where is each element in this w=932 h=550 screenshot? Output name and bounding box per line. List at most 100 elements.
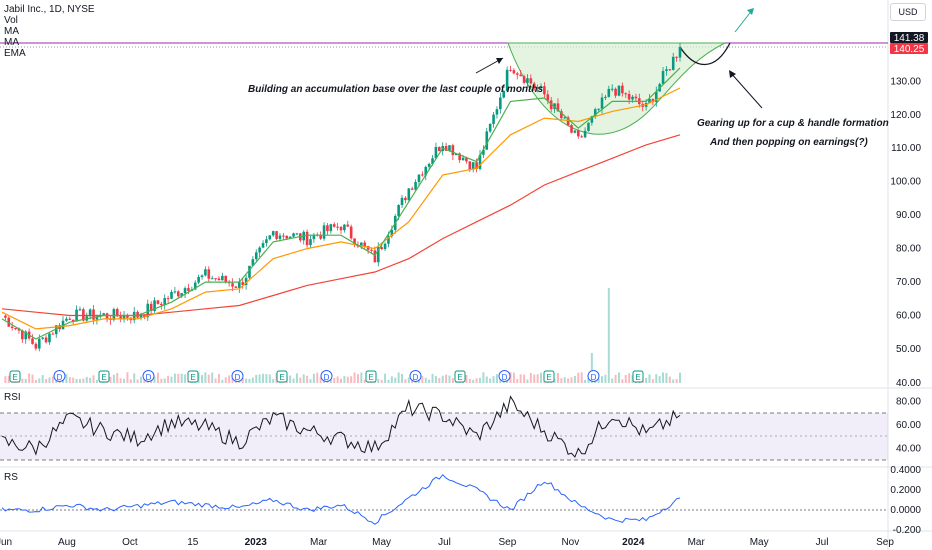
candle-body xyxy=(139,315,143,318)
candle-body xyxy=(532,83,536,88)
volume-bar xyxy=(251,377,254,383)
volume-bar xyxy=(519,374,522,383)
earnings-marker[interactable] xyxy=(9,370,21,383)
time-axis: Jun Aug Oct 15 2023 Mar May Jul Sep Nov 2024 Mar May… xyxy=(0,537,894,548)
candle-body xyxy=(607,88,611,97)
ema-line xyxy=(1,134,681,317)
volume-bar xyxy=(434,376,437,383)
legend-vol[interactable]: Vol xyxy=(4,15,18,26)
dividend-marker[interactable] xyxy=(498,370,511,382)
volume-bar xyxy=(139,376,142,383)
volume-bar xyxy=(451,378,454,383)
volume-bar xyxy=(156,372,159,383)
candle-body xyxy=(458,153,461,161)
volume-bar xyxy=(24,378,27,383)
time-tick-label: Mar xyxy=(688,537,706,548)
dividend-marker[interactable] xyxy=(142,370,155,382)
candle-body xyxy=(163,298,167,306)
volume-bar xyxy=(265,374,268,383)
event-marker-label: D xyxy=(146,373,152,382)
dividend-marker[interactable] xyxy=(231,370,244,382)
dividend-marker[interactable] xyxy=(53,370,66,382)
candle-body xyxy=(44,337,48,343)
volume-bar xyxy=(567,378,570,383)
volume-bar xyxy=(556,373,559,383)
candle-body xyxy=(651,98,655,102)
price-tag-current: 140.25 xyxy=(890,43,928,55)
volume-bar xyxy=(133,373,136,383)
candle-body xyxy=(529,78,533,84)
candle-body xyxy=(546,94,550,101)
earnings-marker[interactable] xyxy=(632,370,644,383)
volume-bar xyxy=(611,378,614,383)
volume-bar xyxy=(95,379,98,383)
candle-body xyxy=(95,316,99,320)
volume-bar xyxy=(221,379,224,383)
currency-button[interactable]: USD xyxy=(890,3,926,21)
candle-body xyxy=(24,331,28,340)
accumulation-arrow[interactable] xyxy=(475,57,504,74)
candle-body xyxy=(31,338,34,344)
svg-text:140.25: 140.25 xyxy=(894,44,925,55)
annotation-accumulation: Building an accumulation base over the l… xyxy=(248,84,543,95)
time-tick-label: Mar xyxy=(310,537,328,548)
volume-bar xyxy=(424,377,427,383)
dividend-marker[interactable] xyxy=(320,370,333,382)
volume-bar xyxy=(407,377,410,383)
candle-body xyxy=(621,85,624,94)
volume-bar xyxy=(360,372,363,383)
legend-title[interactable]: Jabil Inc., 1D, NYSE xyxy=(4,4,95,15)
earnings-marker[interactable] xyxy=(454,370,466,383)
candle-body xyxy=(465,157,468,162)
volume-bar xyxy=(48,377,51,383)
candle-body xyxy=(590,116,594,123)
event-marker-label: E xyxy=(101,373,106,382)
candle-body xyxy=(424,166,428,176)
volume-bar xyxy=(387,379,390,383)
candle-body xyxy=(631,96,634,100)
time-tick-label: May xyxy=(750,537,769,548)
candle-body xyxy=(505,69,509,91)
candle-body xyxy=(363,242,367,246)
volume-bar xyxy=(7,375,10,383)
volume-bar xyxy=(601,376,604,383)
volume-bar xyxy=(614,374,617,383)
earnings-marker[interactable] xyxy=(98,370,110,383)
cup-handle-arrow[interactable] xyxy=(729,70,763,109)
handle-curve[interactable] xyxy=(679,42,731,65)
candle-body xyxy=(288,236,292,239)
legend-ma-1[interactable]: MA xyxy=(4,26,19,37)
candle-body xyxy=(238,282,241,288)
volume-bar xyxy=(89,377,92,383)
volume-bar xyxy=(540,372,543,383)
volume-bar xyxy=(590,353,593,383)
time-tick-label: Oct xyxy=(122,537,138,548)
volume-bar xyxy=(475,378,478,383)
earnings-marker[interactable] xyxy=(543,370,555,383)
legend-ma-2[interactable]: MA xyxy=(4,37,19,48)
candle-body xyxy=(21,330,24,340)
time-tick-label: Nov xyxy=(561,537,579,548)
volume-bar xyxy=(197,372,200,383)
candle-body xyxy=(214,278,217,280)
earnings-marker[interactable] xyxy=(365,370,377,383)
candle-body xyxy=(570,125,573,133)
earnings-marker[interactable] xyxy=(276,370,288,383)
volume-bar xyxy=(489,378,492,383)
earnings-marker[interactable] xyxy=(187,370,199,383)
candle-body xyxy=(376,247,380,263)
volume-bar xyxy=(658,376,661,383)
candle-body xyxy=(149,303,153,312)
rsi-tick-label: 80.00 xyxy=(896,396,921,407)
candle-body xyxy=(180,293,183,297)
candle-body xyxy=(390,229,394,237)
dividend-marker[interactable] xyxy=(409,370,422,382)
candle-body xyxy=(539,86,543,89)
legend-ema[interactable]: EMA xyxy=(4,48,26,59)
breakout-arrow-up[interactable] xyxy=(734,8,754,33)
volume-bar xyxy=(207,374,210,383)
dividend-marker[interactable] xyxy=(587,370,600,382)
candle-body xyxy=(566,117,570,126)
candle-body xyxy=(624,93,628,95)
